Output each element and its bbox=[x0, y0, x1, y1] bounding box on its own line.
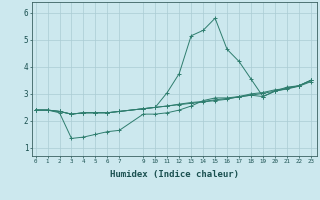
X-axis label: Humidex (Indice chaleur): Humidex (Indice chaleur) bbox=[110, 170, 239, 179]
